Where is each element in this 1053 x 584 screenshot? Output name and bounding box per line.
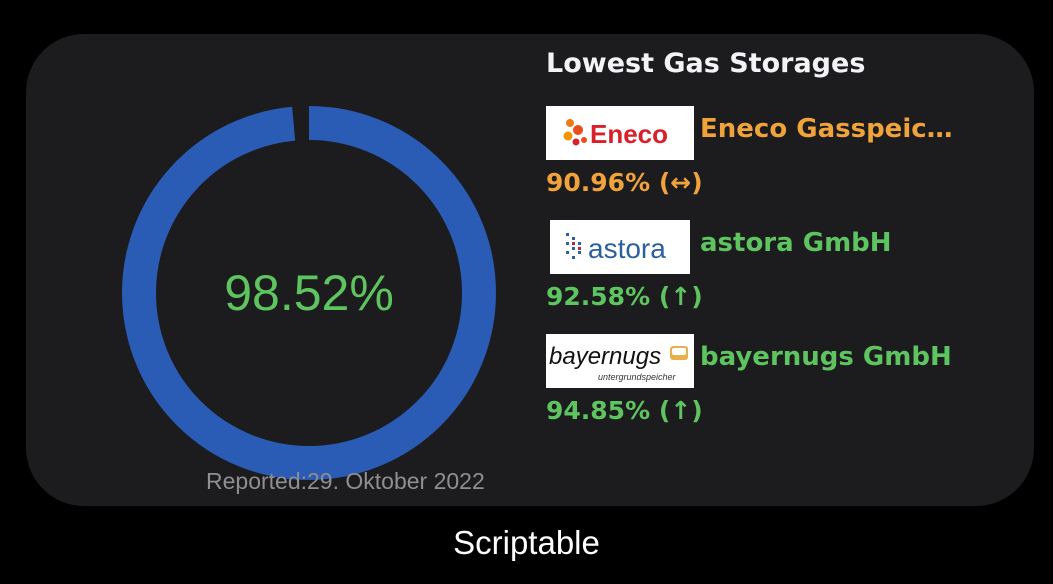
astora-logo-text: astora [588,233,666,264]
storage-value: 92.58% (↑) [546,282,703,311]
bayernugs-logo: bayernugs untergrundspeicher [546,334,694,388]
reported-date: Reported:29. Oktober 2022 [206,468,485,494]
storage-value: 90.96% (↔) [546,168,703,197]
app-name-label: Scriptable [453,524,600,561]
storage-item-astora[interactable]: astora astora GmbH 92.58% (↑) [546,220,1026,330]
eneco-logo: Eneco [546,106,694,160]
lowest-storages-panel: Lowest Gas Storages Eneco Eneco Gasspeic… [546,48,1026,425]
storage-name: Eneco Gasspeic… [700,114,953,144]
storage-name: bayernugs GmbH [700,342,952,372]
bayernugs-logo-text: bayernugs [549,343,661,370]
section-heading: Lowest Gas Storages [546,48,866,79]
storage-item-eneco[interactable]: Eneco Eneco Gasspeic… 90.96% (↔) [546,106,1026,216]
storage-item-bayernugs[interactable]: bayernugs untergrundspeicher bayernugs G… [546,334,1026,444]
gas-storage-widget[interactable]: 98.52% Reported:29. Oktober 2022 [26,34,1034,506]
bayernugs-logo-subtext: untergrundspeicher [598,372,677,382]
ring-arc [122,106,496,480]
storage-name: astora GmbH [700,228,892,258]
storage-value: 94.85% (↑) [546,396,703,425]
storage-progress-ring [122,106,496,480]
astora-logo: astora [550,220,690,274]
eneco-logo-text: Eneco [590,119,668,149]
